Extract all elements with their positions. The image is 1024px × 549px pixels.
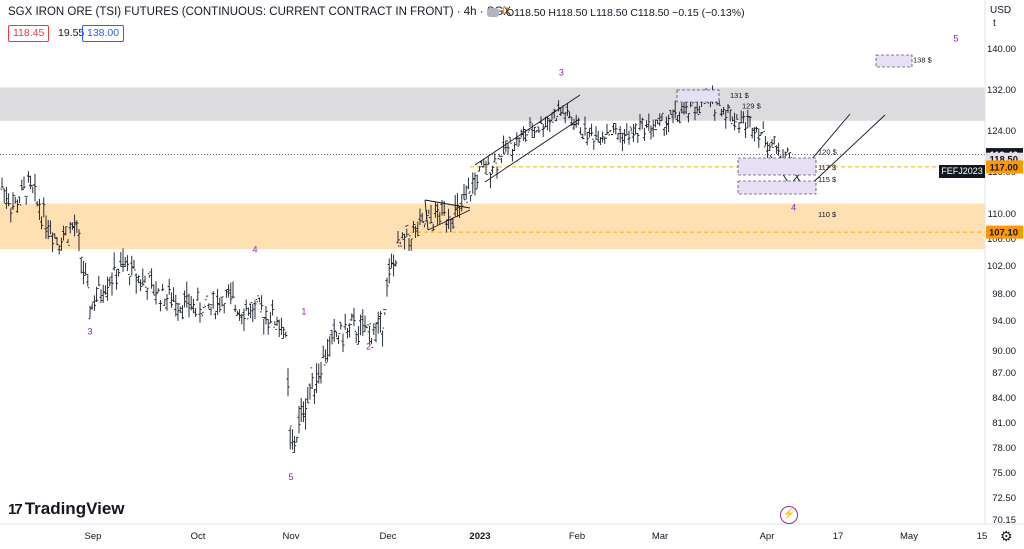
bid-price-button[interactable]: 118.45 [8,25,50,42]
price-tick-7: 98.00 [992,289,1016,300]
time-tick-7: Apr [760,531,775,542]
wave-label-5: 3 [559,68,564,78]
triangle-line-left [424,199,429,231]
wave-label-6: 4 [791,203,796,213]
tradingview-mark-icon: 17 [8,501,23,518]
price-tag-1: 118.50 [989,155,1018,166]
price-tick-13: 78.00 [992,443,1016,454]
time-tick-6: Mar [652,531,668,542]
target-label-1: 129 $ [742,101,762,110]
gear-icon[interactable]: ⚙ [1000,528,1013,544]
channel-line-upper [474,94,581,166]
price-tick-5: 106.00 [987,234,1016,245]
interval-badge[interactable]: D [502,6,510,17]
ask-price-button[interactable]: 138.00 [82,25,125,42]
visibility-toggle-icon[interactable] [487,8,499,17]
price-tick-8: 94.00 [992,316,1016,327]
price-tick-4: 110.00 [988,209,1016,220]
target-box-120 [737,157,817,176]
time-tick-5: Feb [569,531,585,542]
zones-layer [0,87,985,250]
time-tick-3: Dec [380,531,397,542]
tradingview-logo-text: TradingView [24,499,125,518]
channel-line-lower [484,119,579,183]
price-tick-15: 72.50 [992,493,1016,504]
price-tag-2: 117.00 [989,162,1018,173]
time-tick-1: Oct [191,531,206,542]
zone-resistance [0,87,985,121]
axis-t-label: t [993,18,996,29]
target-label-0: 131 $ [730,91,750,100]
ohlc-readout: O118.50 H118.50 L118.50 C118.50 −0.15 (−… [506,7,745,19]
target-box-138 [875,54,913,68]
price-tick-12: 81.00 [992,418,1016,429]
price-tick-16: 70.15 [992,515,1016,526]
price-tag-box-3 [986,225,1023,239]
projection-line-up-right [804,114,886,191]
dashed-lines-layer [0,154,985,233]
time-tick-0: Sep [85,531,102,542]
price-axis-background [985,0,1024,549]
zone-support [0,203,985,250]
symbol-code-label: FEFJ2023 [939,165,985,178]
target-label-3: 117 $ [818,163,837,172]
price-bars-layer [0,85,794,453]
wave-label-7: 5 [953,33,958,43]
time-tick-8: 17 [833,531,844,542]
time-tick-10: 15 [977,531,988,542]
price-tag-3: 107.10 [989,228,1018,239]
time-tick-4: 2023 [469,531,490,542]
price-tick-14: 75.00 [992,468,1016,479]
triangle-line-upper [424,199,471,209]
target-box-115 [737,180,817,195]
target-label-6: 138 $ [913,55,933,64]
target-box-131 [676,89,720,103]
drawings-layer [424,54,913,231]
triangle-line-lower [427,209,471,231]
price-tick-1: 132.00 [987,85,1016,96]
chart-title: SGX IRON ORE (TSI) FUTURES (CONTINUOUS: … [8,6,512,18]
wave-label-3: 1 [301,306,306,316]
price-tick-9: 90.00 [992,346,1016,357]
spread-value: 19.55 [58,27,85,39]
price-tick-10: 87.00 [992,368,1016,379]
price-tag-box-2 [986,160,1023,174]
wave-label-2: 5 [288,472,293,482]
price-tick-0: 140.00 [987,44,1016,55]
currency-unit-selector[interactable]: USD [990,5,1012,16]
price-tick-2: 124.00 [987,126,1016,137]
price-tick-11: 84.00 [992,393,1016,404]
wave-label-1: 4 [252,245,257,255]
time-tick-9: May [900,531,918,542]
target-label-4: 115 $ [818,175,837,184]
time-axis-background [0,524,1024,549]
wave-label-4: 2 [366,342,371,352]
labels-layer: 3 4 5 1 2 3 4 5 131 $129 $ 120 $ 117 $ 115 $ 110 $ 13… [88,33,959,482]
price-tick-6: 102.00 [987,261,1016,272]
lightning-icon[interactable]: ⚡ [780,506,798,524]
time-tick-2: Nov [283,531,300,542]
wave-label-0: 3 [88,327,93,337]
target-label-5: 110 $ [818,210,837,219]
tradingview-logo[interactable]: 17 TradingView [8,499,125,519]
target-label-2: 120 $ [818,148,838,157]
